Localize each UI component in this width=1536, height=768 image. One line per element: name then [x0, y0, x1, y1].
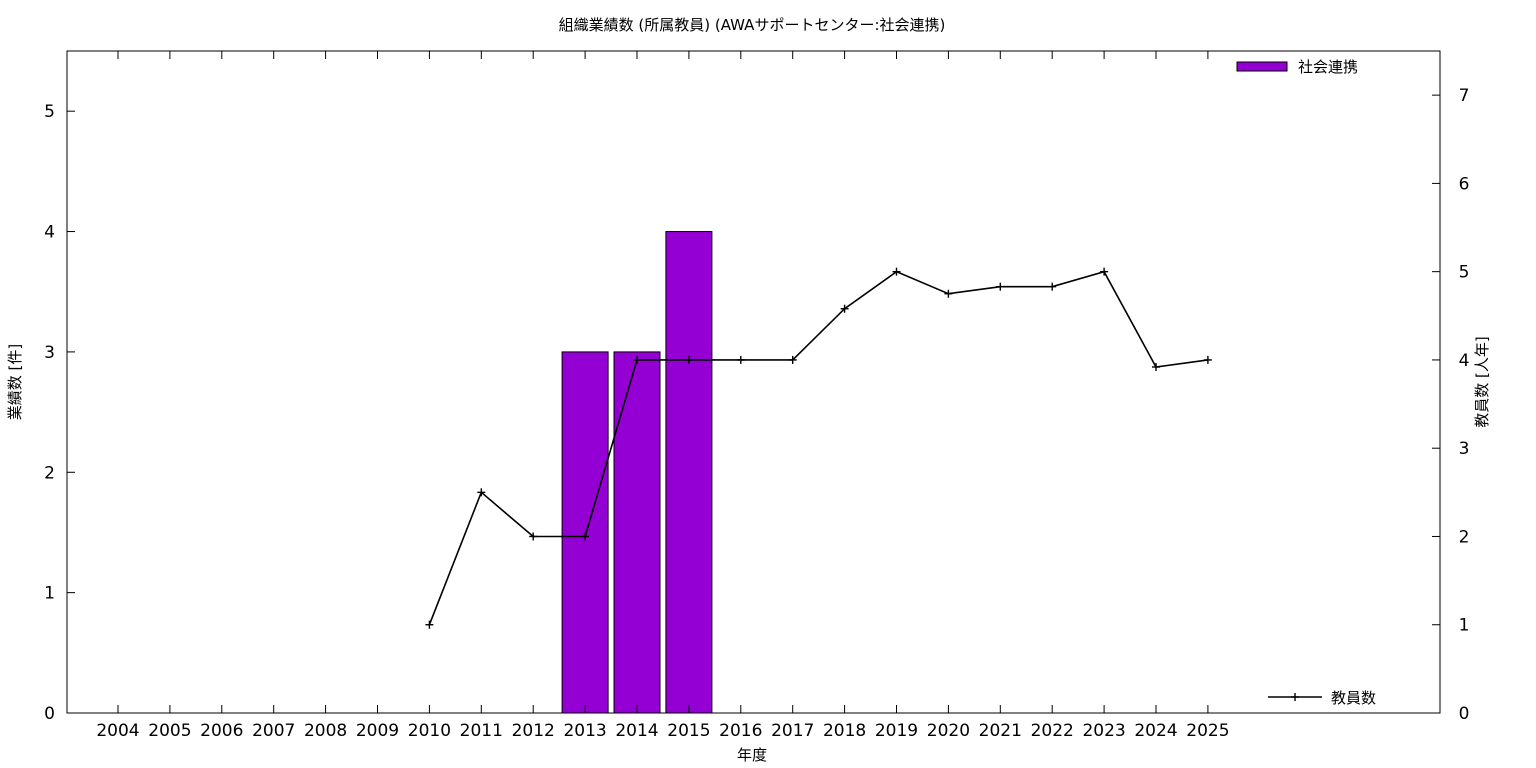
ticks-layer: 0 1 2 3 4 5 0 1 2 3 4 5 6 7 2004 2005 2006 2007 2008 2009 20…	[44, 51, 1469, 741]
y-right-tick-label: 5	[1459, 263, 1470, 283]
y-right-tick-label: 7	[1459, 86, 1470, 106]
y-left-tick-label: 3	[44, 343, 55, 363]
x-tick-label: 2018	[823, 721, 866, 741]
y-left-tick-label: 2	[44, 463, 55, 483]
x-tick-label: 2012	[512, 721, 555, 741]
bars-layer	[561, 231, 713, 714]
x-tick-label: 2010	[408, 721, 451, 741]
y-right-tick-label: 6	[1459, 174, 1470, 194]
legend-bar-entry: 社会連携	[1236, 58, 1358, 76]
y-right-tick-label: 1	[1459, 616, 1470, 636]
point-2024	[1152, 362, 1160, 371]
x-tick-label: 2008	[304, 721, 347, 741]
y-left-tick-label: 1	[44, 584, 55, 604]
y-left-tick-label: 4	[44, 223, 55, 243]
x-tick-label: 2024	[1134, 721, 1177, 741]
bar-2015	[665, 231, 713, 714]
x-tick-label: 2023	[1082, 721, 1125, 741]
point-2011	[477, 488, 486, 497]
point-2025	[1203, 355, 1212, 364]
legend-bar-label: 社会連携	[1298, 58, 1358, 76]
x-axis-label: 年度	[737, 746, 767, 764]
point-2015	[684, 355, 693, 364]
point-2022	[1048, 282, 1057, 291]
point-2021	[996, 282, 1005, 291]
bar-2014	[613, 351, 661, 714]
x-tick-label: 2015	[667, 721, 710, 741]
y-axis-label-left: 業績数 [件]	[6, 344, 24, 420]
x-tick-label: 2020	[927, 721, 970, 741]
y-axis-label-right: 教員数 [人年]	[1473, 336, 1491, 427]
point-2017	[788, 355, 797, 364]
y-right-tick-label: 2	[1459, 527, 1470, 547]
point-2023	[1100, 267, 1109, 276]
y-left-tick-label: 0	[44, 704, 55, 724]
x-tick-label: 2021	[979, 721, 1022, 741]
point-2018	[840, 304, 849, 313]
x-tick-label: 2022	[1031, 721, 1074, 741]
legend-bar-swatch	[1236, 61, 1288, 72]
x-tick-label: 2025	[1186, 721, 1229, 741]
x-tick-label: 2009	[356, 721, 399, 741]
x-tick-label: 2004	[96, 721, 139, 741]
plot-frame	[66, 50, 1441, 714]
point-2020	[944, 289, 953, 298]
x-tick-label: 2017	[771, 721, 814, 741]
point-2012	[529, 532, 538, 541]
x-tick-label: 2006	[200, 721, 243, 741]
point-2010	[425, 620, 434, 629]
y-right-tick-label: 3	[1459, 439, 1470, 459]
point-2019	[892, 267, 901, 276]
teacher-count-line	[428, 270, 1209, 625]
point-2016	[736, 355, 745, 364]
x-tick-label: 2016	[719, 721, 762, 741]
legend-line-entry: 教員数	[1268, 689, 1376, 707]
legend-line-label: 教員数	[1331, 689, 1376, 707]
x-tick-label: 2019	[875, 721, 918, 741]
bar-2013	[561, 351, 609, 714]
x-tick-label: 2014	[615, 721, 658, 741]
point-2014	[633, 355, 641, 364]
y-left-tick-label: 5	[44, 102, 55, 122]
point-2013	[581, 532, 590, 541]
y-right-tick-label: 0	[1459, 704, 1470, 724]
x-tick-label: 2005	[148, 721, 191, 741]
x-tick-label: 2007	[252, 721, 295, 741]
line-layer	[425, 267, 1212, 629]
chart-title: 組織業績数 (所属教員) (AWAサポートセンター:社会連携)	[559, 16, 946, 34]
x-tick-label: 2013	[563, 721, 606, 741]
y-right-tick-label: 4	[1459, 351, 1470, 371]
x-tick-label: 2011	[460, 721, 503, 741]
